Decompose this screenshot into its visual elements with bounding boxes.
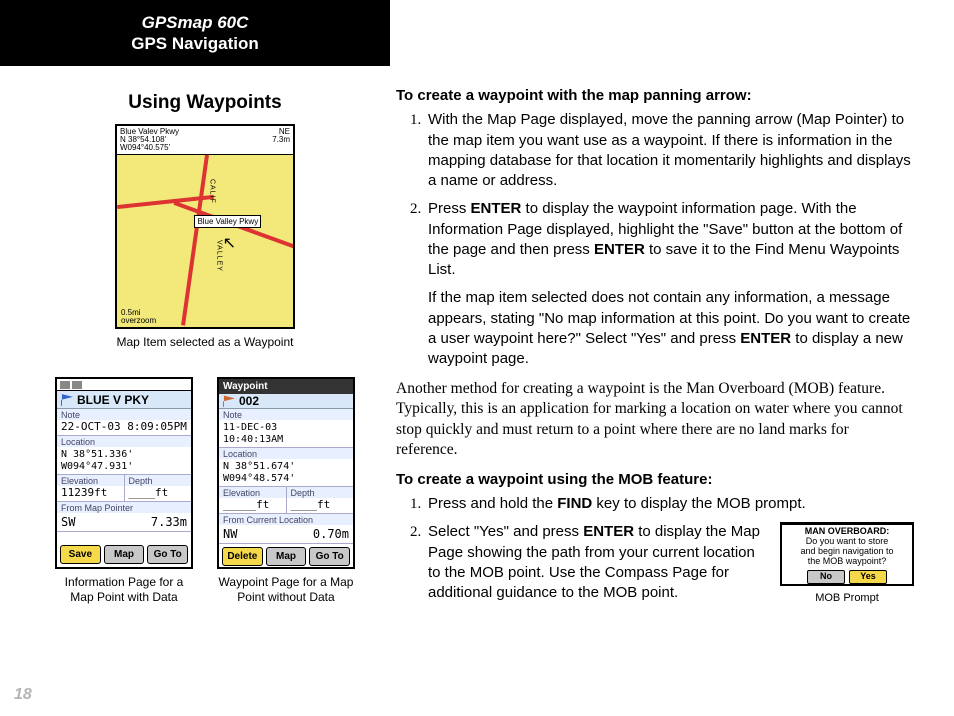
depth-value: ____ft [125,486,192,501]
mob-dialog: MAN OVERBOARD: Do you want to store and … [782,525,912,588]
note-value: 22-OCT-03 8:09:05PM [57,420,191,436]
direction: NW [223,527,313,541]
location-value: N 38°51.674' W094°48.574' [219,459,353,487]
button-row: Save Map Go To [57,542,191,567]
screen1-caption: Information Page for a Map Point with Da… [55,575,193,604]
direction-row: NW 0.70m [219,525,353,544]
from-label: From Map Pointer [57,502,191,513]
procedure-heading-2: To create a waypoint using the MOB featu… [396,470,914,490]
procedure-heading-1: To create a waypoint with the map pannin… [396,86,914,106]
flag-icon [223,395,235,407]
battery-icon [72,381,82,389]
header-bar: GPSmap 60C GPS Navigation [0,0,390,66]
mob-caption: MOB Prompt [780,592,914,605]
body-paragraph: Another method for creating a waypoint i… [396,379,914,460]
map-frame: Blue Valev Pkwy N 38°54.108' W094°40.575… [115,124,295,329]
location-label: Location [57,436,191,447]
mob-step-1: 1.Press and hold the FIND key to display… [410,494,914,514]
flag-icon [61,394,73,406]
distance: 7.33m [151,515,187,529]
map-cursor-icon: ↖ [223,233,236,253]
road-label: CALIF [209,179,216,204]
depth-label: Depth [125,475,192,486]
mob-figure: MAN OVERBOARD: Do you want to store and … [780,522,914,605]
note-value: 11-DEC-03 10:40:13AM [219,420,353,448]
elevation-label: Elevation [57,475,124,486]
goto-button[interactable]: Go To [309,547,350,566]
button-row: Delete Map Go To [219,544,353,569]
header-section: GPS Navigation [131,33,259,54]
mob-yes-button[interactable]: Yes [849,570,887,584]
map-distance: 7.3m [272,136,290,144]
location-value: N 38°51.336' W094°47.931' [57,447,191,475]
note-label: Note [57,409,191,420]
elev-depth-row: Elevation 11239ft Depth ____ft [57,475,191,502]
step-2: 2.Press ENTER to display the waypoint in… [410,199,914,280]
satellite-icon [60,381,70,389]
left-column: Using Waypoints Blue Valev Pkwy N 38°54.… [0,80,390,616]
waypoint-name: 002 [239,394,259,408]
waypoint-name-row: BLUE V PKY [57,391,191,409]
page-number: 18 [14,686,32,704]
step-2-continuation: If the map item selected does not contai… [410,288,914,369]
road-label: VALLEY [216,240,223,272]
road-line [181,155,209,326]
map-figure: Blue Valev Pkwy N 38°54.108' W094°40.575… [115,124,295,349]
mob-no-button[interactable]: No [807,570,845,584]
elevation-value: _____ft [219,498,286,513]
right-column: To create a waypoint with the map pannin… [390,80,954,616]
elevation-label: Elevation [219,487,286,498]
header-model: GPSmap 60C [142,12,249,33]
goto-button[interactable]: Go To [147,545,188,564]
map-coord-2: W094°40.575' [120,144,179,152]
status-bar [57,379,191,391]
map-body: CALIF VALLEY Blue Valley Pkwy ↖ 0.5mi ov… [117,155,293,327]
mob-frame: MAN OVERBOARD: Do you want to store and … [780,522,914,586]
depth-value: ____ft [287,498,354,513]
map-scale: 0.5mi overzoom [121,309,156,325]
elevation-value: 11239ft [57,486,124,501]
map-callout: Blue Valley Pkwy [194,215,261,228]
depth-label: Depth [287,487,354,498]
elev-depth-row: Elevation _____ft Depth ____ft [219,487,353,514]
note-label: Note [219,409,353,420]
screens-row: BLUE V PKY Note 22-OCT-03 8:09:05PM Loca… [55,377,355,604]
from-label: From Current Location [219,514,353,525]
device-frame: Waypoint 002 Note 11-DEC-03 10:40:13AM L… [217,377,355,569]
map-caption: Map Item selected as a Waypoint [115,335,295,349]
mob-step-2: 2.Select "Yes" and press ENTER to displa… [410,522,914,605]
device-frame: BLUE V PKY Note 22-OCT-03 8:09:05PM Loca… [55,377,193,569]
save-button[interactable]: Save [60,545,101,564]
procedure-1-steps: 1.With the Map Page displayed, move the … [396,110,914,369]
map-button[interactable]: Map [104,545,145,564]
screen2-caption: Waypoint Page for a Map Point without Da… [217,575,355,604]
procedure-2-steps: 1.Press and hold the FIND key to display… [396,494,914,605]
info-page-screen: BLUE V PKY Note 22-OCT-03 8:09:05PM Loca… [55,377,193,604]
step-1: 1.With the Map Page displayed, move the … [410,110,914,191]
waypoint-header: Waypoint [219,379,353,394]
direction-row: SW 7.33m [57,513,191,532]
map-button[interactable]: Map [266,547,307,566]
waypoint-name: BLUE V PKY [77,393,149,407]
distance: 0.70m [313,527,349,541]
map-info-top: Blue Valev Pkwy N 38°54.108' W094°40.575… [117,126,293,155]
delete-button[interactable]: Delete [222,547,263,566]
waypoint-name-row: 002 [219,394,353,409]
section-title: Using Waypoints [128,92,281,114]
waypoint-page-screen: Waypoint 002 Note 11-DEC-03 10:40:13AM L… [217,377,355,604]
direction: SW [61,515,151,529]
location-label: Location [219,448,353,459]
